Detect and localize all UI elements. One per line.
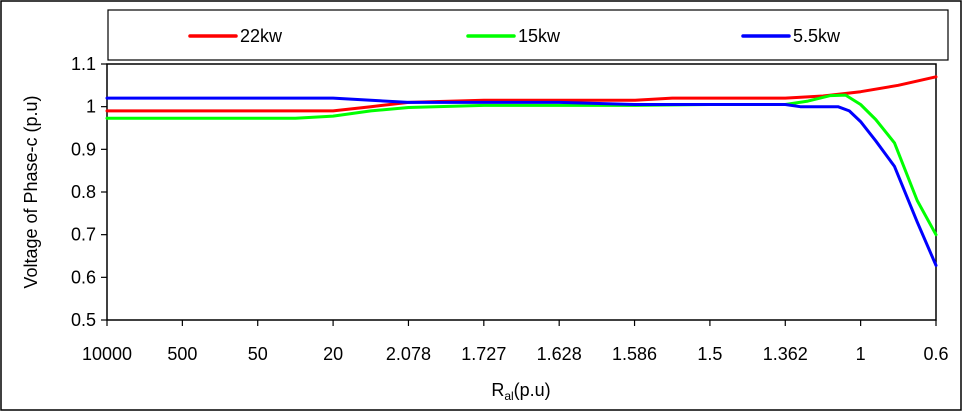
y-tick-label: 1 (86, 97, 96, 117)
legend-label-2: 15kw (518, 26, 561, 46)
x-tick-label: 1.628 (537, 344, 582, 364)
y-tick-label: 0.8 (71, 182, 96, 202)
x-tick-label: 0.6 (923, 344, 948, 364)
y-axis: 0.5 0.6 0.7 0.8 0.9 1 1.1 (71, 54, 107, 330)
y-tick-label: 0.5 (71, 310, 96, 330)
legend-box (107, 9, 949, 61)
x-axis-label-subscript: al (504, 389, 513, 403)
x-tick-label: 500 (167, 344, 197, 364)
series-line-3 (105, 96, 938, 267)
x-tick-label: 1 (856, 344, 866, 364)
legend-label-1: 22kw (240, 26, 283, 46)
legend-label-3: 5.5kw (793, 26, 841, 46)
y-tick-label: 0.9 (71, 139, 96, 159)
x-axis-label-main: R (491, 380, 504, 400)
x-axis-label: Ral(p.u) (491, 380, 550, 403)
series-lines (105, 75, 938, 267)
y-axis-label: Voltage of Phase-c (p.u) (21, 95, 41, 288)
x-tick-label: 50 (248, 344, 268, 364)
x-tick-label: 10000 (82, 344, 132, 364)
x-tick-label: 1.362 (763, 344, 808, 364)
x-tick-label: 1.586 (612, 344, 657, 364)
x-tick-label: 1.727 (461, 344, 506, 364)
y-tick-label: 0.6 (71, 267, 96, 287)
x-tick-label: 20 (323, 344, 343, 364)
y-tick-label: 0.7 (71, 225, 96, 245)
x-tick-label: 1.5 (697, 344, 722, 364)
legend: 22kw 15kw 5.5kw (188, 26, 841, 46)
x-axis: 10000 500 50 20 2.078 1.727 1.628 1.586 1.5 1.362… (82, 320, 949, 364)
x-tick-label: 2.078 (386, 344, 431, 364)
y-tick-label: 1.1 (71, 54, 96, 74)
x-axis-label-suffix: (p.u) (514, 380, 551, 400)
